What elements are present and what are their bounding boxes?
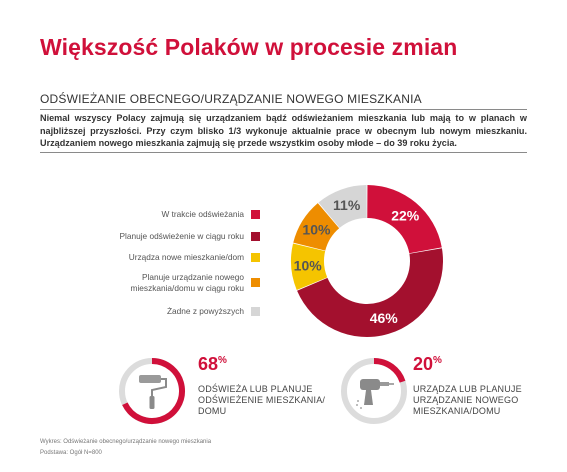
- legend-swatch: [251, 278, 260, 287]
- intro-paragraph: Niemal wszyscy Polacy zajmują się urządz…: [40, 113, 527, 148]
- legend-label: Planuje odświeżenie w ciągu roku: [119, 231, 244, 241]
- stat-new-home-label: URZĄDZA LUB PLANUJE URZĄDZANIE NOWEGO MI…: [413, 384, 522, 416]
- legend-item: Planuje odświeżenie w ciągu roku: [119, 231, 260, 242]
- stat-ring-refresh: [119, 358, 185, 424]
- footer-base: Podstawa: Ogół N=800: [40, 450, 102, 456]
- legend-item: Planuje urządzanie nowego mieszkania/domu…: [131, 272, 260, 293]
- slice-value-label: 11%: [333, 197, 361, 213]
- divider-top: [40, 109, 527, 110]
- slice-value-label: 10%: [302, 222, 331, 238]
- page-title: Większość Polaków w procesie zmian: [40, 34, 458, 60]
- stat-refresh-value: 68%: [198, 354, 227, 374]
- legend-swatch: [251, 209, 260, 219]
- ring-progress: [373, 358, 406, 383]
- legend-swatch: [251, 252, 260, 262]
- divider-bottom: [40, 152, 527, 153]
- donut-slice: [291, 243, 328, 290]
- legend-swatch: [251, 306, 260, 316]
- section-subtitle: ODŚWIEŻANIE OBECNEGO/URZĄDZANIE NOWEGO M…: [40, 92, 422, 106]
- slice-value-label: 46%: [370, 310, 399, 326]
- ring-progress: [122, 358, 185, 424]
- stat-ring-new-home: [341, 358, 407, 424]
- paint-roller-icon: [139, 375, 167, 409]
- legend-item: W trakcie odświeżania: [161, 209, 260, 220]
- legend-label: Urządza nowe mieszkanie/dom: [128, 252, 244, 262]
- stat-new-home-value: 20%: [413, 354, 442, 374]
- power-drill-icon: [356, 379, 394, 409]
- legend-item: Urządza nowe mieszkanie/dom: [129, 252, 260, 263]
- donut-slice: [293, 203, 340, 251]
- legend-swatch: [251, 231, 260, 241]
- donut-slice: [318, 185, 367, 228]
- donut-slice: [367, 185, 442, 254]
- donut-slice: [297, 248, 443, 337]
- stat-refresh-label: ODŚWIEŻA LUB PLANUJE ODŚWIEŻENIE MIESZKA…: [198, 384, 326, 416]
- slice-value-label: 22%: [391, 207, 420, 223]
- footer-source: Wykres: Odświeżanie obecnego/urządzanie …: [40, 439, 212, 445]
- legend-label: W trakcie odświeżania: [161, 209, 244, 219]
- legend-label: Planuje urządzanie nowego mieszkania/domu…: [130, 272, 244, 293]
- legend-label: Żadne z powyższych: [166, 306, 244, 316]
- legend-item: Żadne z powyższych: [167, 306, 260, 317]
- slice-value-label: 10%: [294, 258, 323, 274]
